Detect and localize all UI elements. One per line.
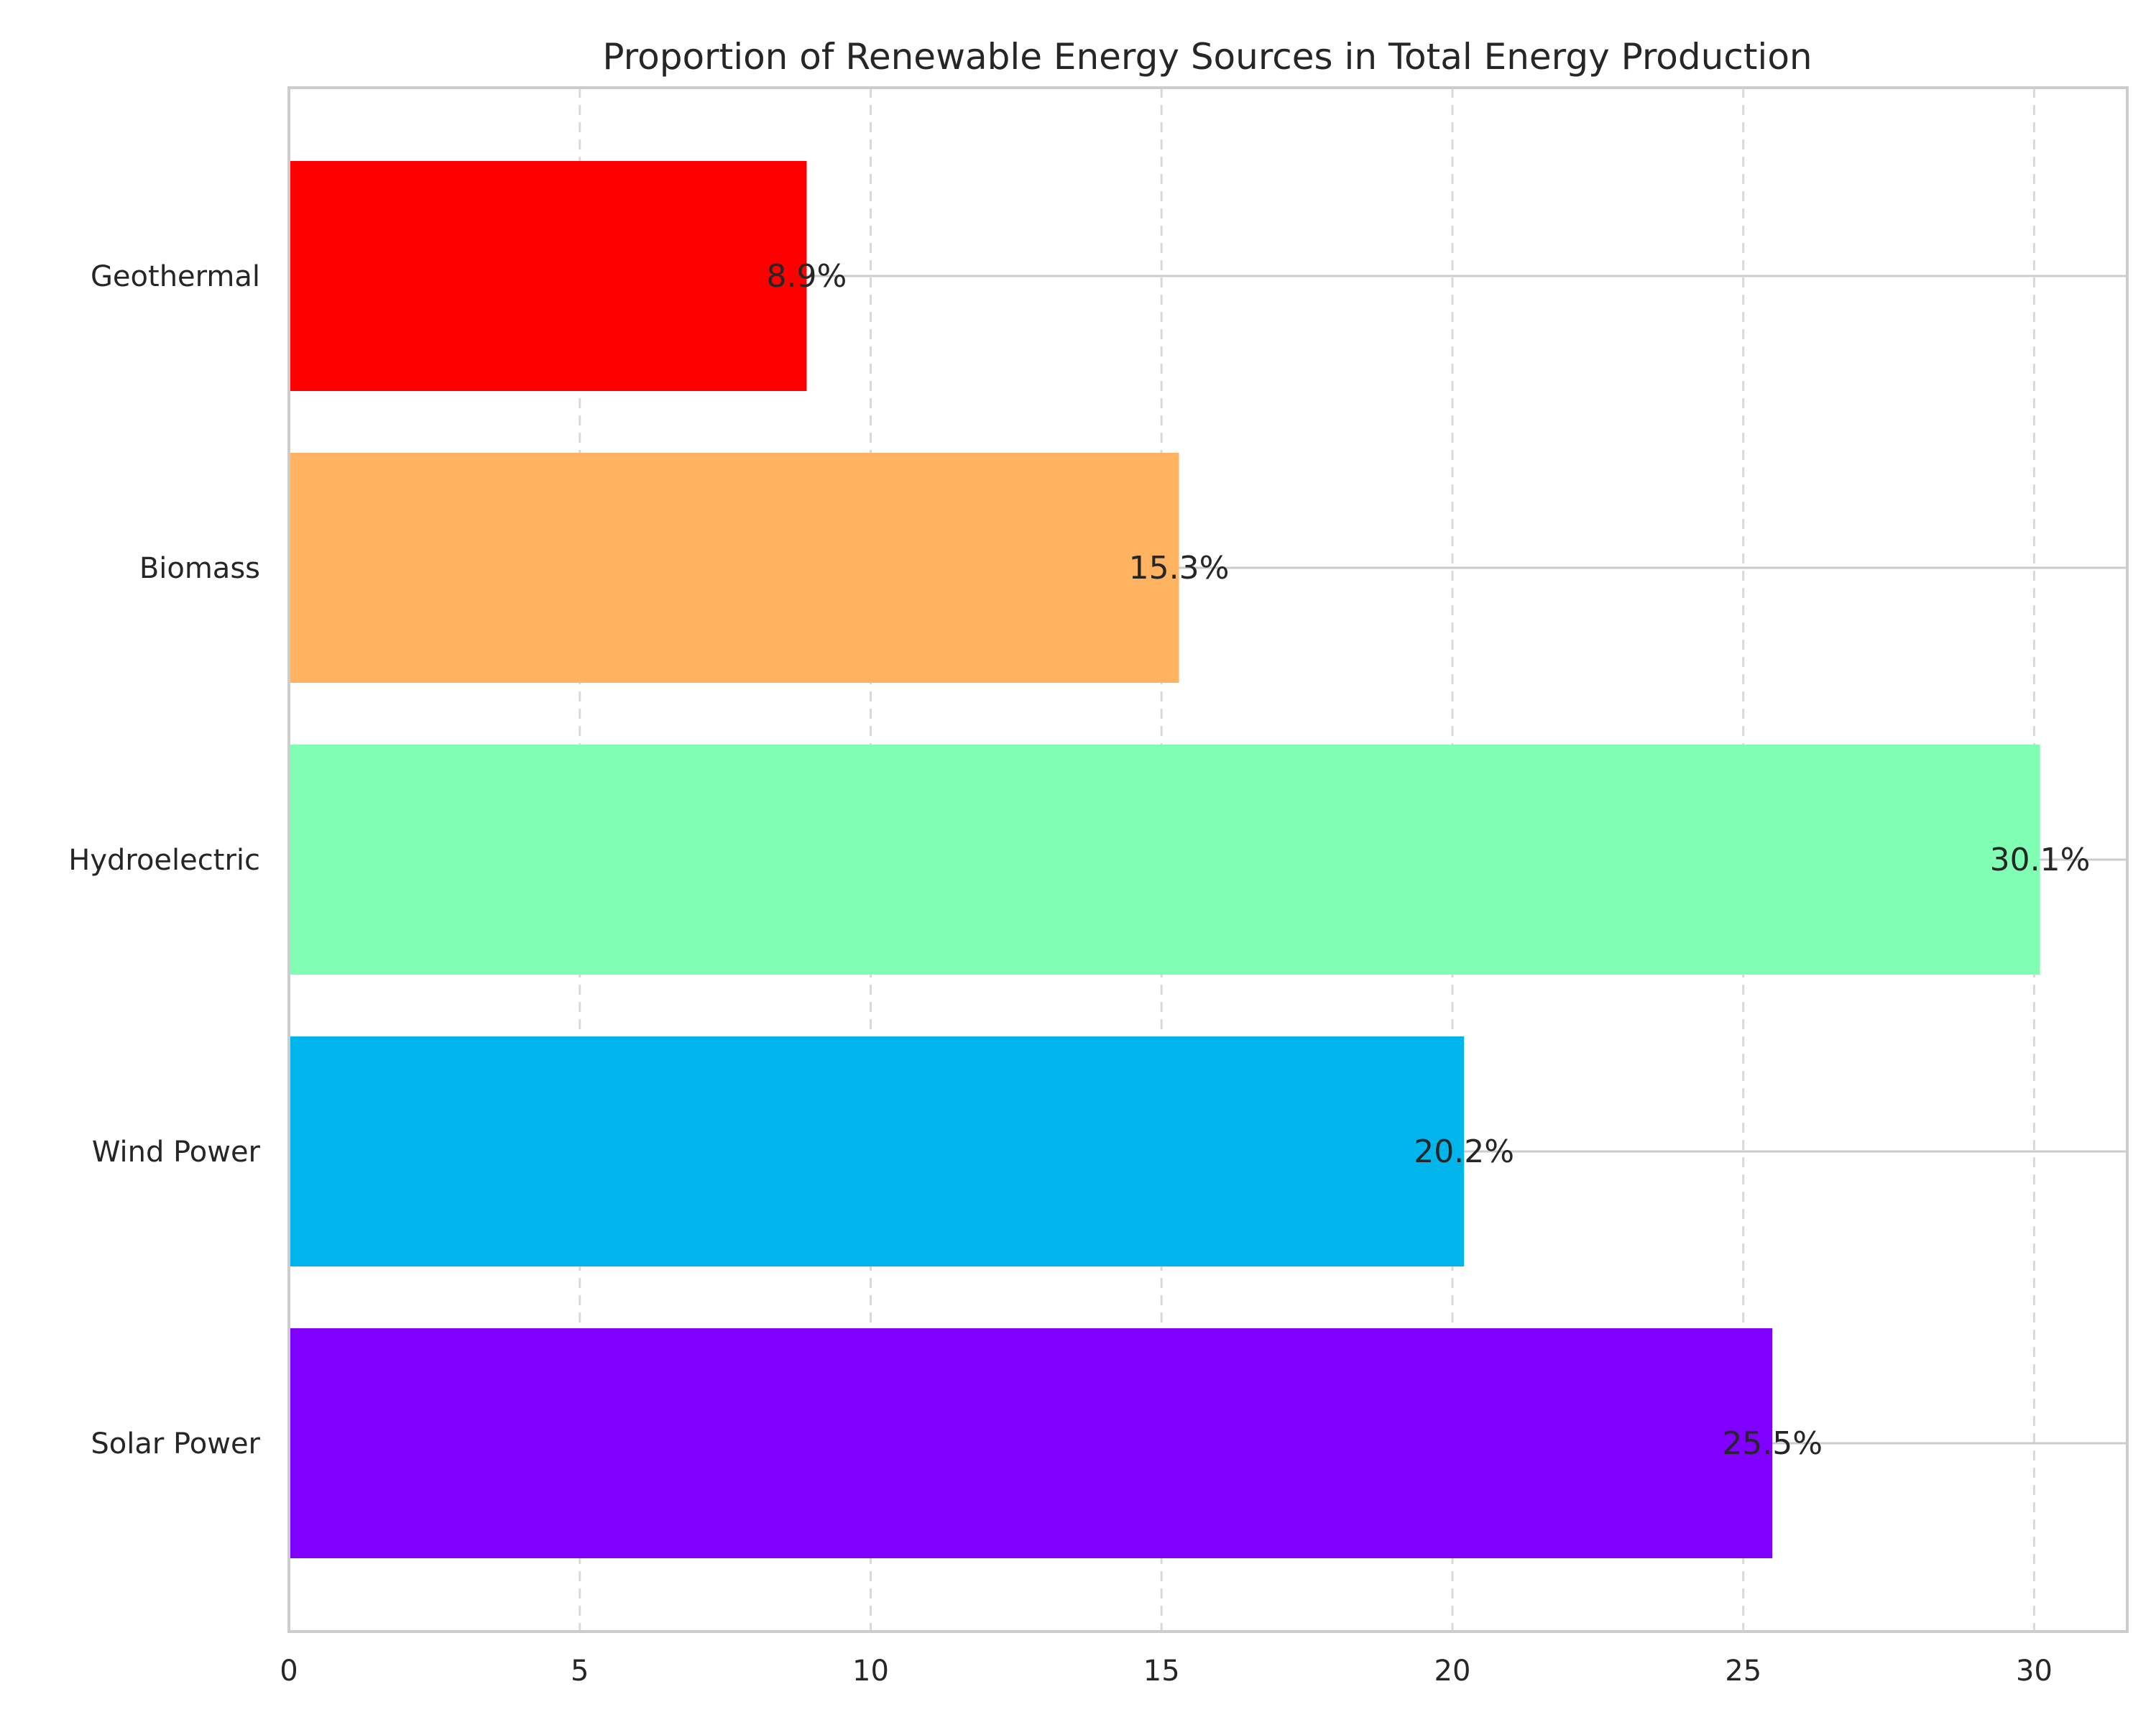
data-label: 25.5% <box>1722 1425 1823 1462</box>
data-label: 20.2% <box>1414 1133 1514 1170</box>
x-tick-label: 25 <box>1725 1655 1761 1688</box>
y-tick-label: Hydroelectric <box>68 844 260 877</box>
x-tick-label: 30 <box>2016 1655 2053 1688</box>
x-tick-label: 15 <box>1143 1655 1180 1688</box>
data-labels: 25.5% 20.2% 30.1% 15.3% 8.9% <box>767 258 2091 1462</box>
bar-wind-power <box>289 1036 1465 1266</box>
data-label: 30.1% <box>1990 842 2091 878</box>
y-tick-label: Solar Power <box>91 1427 260 1460</box>
y-axis-ticks: Solar Power Wind Power Hydroelectric Biomas… <box>68 260 260 1460</box>
data-label: 8.9% <box>767 258 847 295</box>
data-label: 15.3% <box>1129 550 1230 586</box>
y-tick-label: Geothermal <box>91 260 260 293</box>
y-tick-label: Wind Power <box>92 1136 261 1169</box>
bar-hydroelectric <box>289 745 2040 975</box>
x-tick-label: 5 <box>571 1655 589 1688</box>
x-axis-ticks: 0 5 10 15 20 25 30 <box>280 1655 2053 1688</box>
plot-area-border <box>287 86 2129 1633</box>
x-tick-label: 10 <box>852 1655 889 1688</box>
bar-solar-power <box>289 1328 1773 1558</box>
x-tick-label: 20 <box>1434 1655 1471 1688</box>
chart-title: Proportion of Renewable Energy Sources i… <box>602 36 1812 78</box>
bars <box>289 161 2040 1558</box>
x-tick-label: 0 <box>280 1655 298 1688</box>
bar-biomass <box>289 453 1179 683</box>
y-tick-label: Biomass <box>139 552 260 585</box>
bar-geothermal <box>289 161 807 391</box>
